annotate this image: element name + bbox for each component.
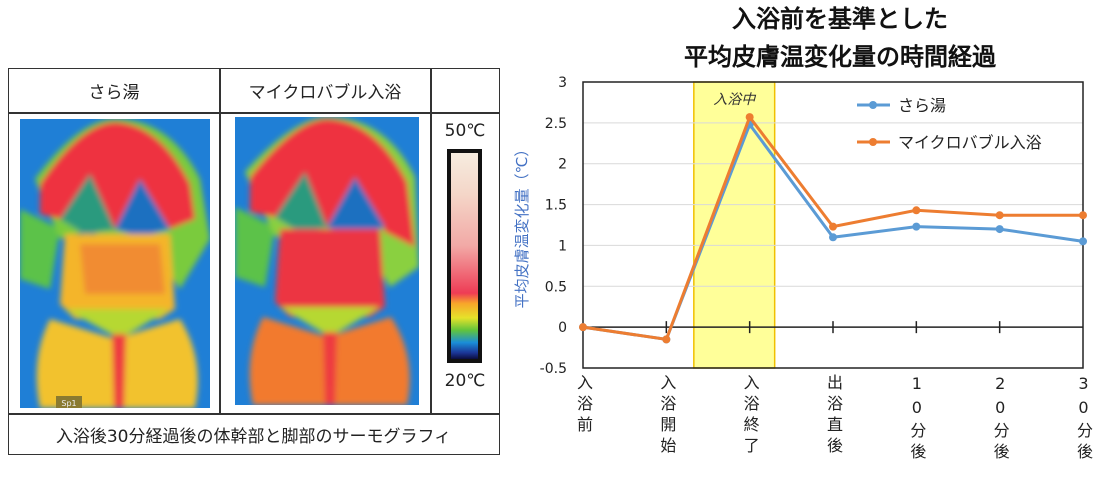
x-tick-label: 入浴前 xyxy=(574,374,593,437)
row-divider xyxy=(9,112,499,114)
data-point xyxy=(1079,237,1087,246)
spot-label: Sp1 xyxy=(61,399,76,408)
column-divider xyxy=(219,69,221,414)
y-tick-label: 2.5 xyxy=(545,116,567,132)
data-point xyxy=(1079,211,1087,220)
col-header-sarayu: さら湯 xyxy=(88,83,140,103)
thermal-image-sarayu: Sp1 xyxy=(20,119,210,408)
bathing-period-highlight xyxy=(693,81,776,369)
y-axis-label: 平均皮膚温変化量（℃） xyxy=(513,142,531,309)
x-tick-label: 10分後 xyxy=(907,374,927,464)
column-divider xyxy=(430,69,432,414)
legend-label: マイクロバブル入浴 xyxy=(898,133,1042,152)
legend-marker xyxy=(869,101,877,109)
row-divider xyxy=(9,413,499,415)
bathing-period-label: 入浴中 xyxy=(713,92,756,108)
x-tick-label: 30分後 xyxy=(1074,374,1093,464)
y-tick-label: 2 xyxy=(558,157,567,173)
thermal-image-microbubble xyxy=(235,117,419,405)
y-tick-label: 1 xyxy=(558,238,567,254)
data-point xyxy=(995,225,1004,234)
plot-frame xyxy=(582,81,1084,369)
series-line xyxy=(582,121,1084,342)
scale-max-label: 50℃ xyxy=(444,121,486,141)
data-point xyxy=(745,113,754,122)
thermography-panel: さら湯 マイクロバブル入浴 Sp1 xyxy=(8,68,500,455)
data-point xyxy=(829,233,837,242)
chart-title-line: 平均皮膚温変化量の時間経過 xyxy=(684,43,997,71)
color-scale-bar xyxy=(447,149,482,363)
scale-min-label: 20℃ xyxy=(444,371,486,391)
data-point xyxy=(995,211,1004,220)
data-point xyxy=(829,222,837,231)
y-tick-label: 0 xyxy=(558,320,567,336)
spot-marker xyxy=(56,396,82,408)
data-point xyxy=(579,323,587,332)
caption: 入浴後30分経過後の体幹部と脚部のサーモグラフィ xyxy=(55,426,452,447)
y-tick-label: 1.5 xyxy=(545,198,567,214)
y-tick-label: 3 xyxy=(558,75,567,91)
y-tick-label: 0.5 xyxy=(545,279,567,295)
x-tick-label: 出浴直後 xyxy=(824,374,843,458)
col-header-microbubble: マイクロバブル入浴 xyxy=(248,83,402,103)
data-point xyxy=(912,206,921,215)
y-tick-label: -0.5 xyxy=(540,361,567,377)
legend-label: さら湯 xyxy=(898,96,946,115)
data-point xyxy=(662,335,671,344)
data-point xyxy=(912,222,921,231)
x-tick-label: 20分後 xyxy=(990,374,1010,464)
x-tick-label: 入浴終了 xyxy=(740,374,760,458)
legend-marker xyxy=(869,138,877,146)
chart-title-line: 入浴前を基準とした xyxy=(732,5,948,33)
x-tick-label: 入浴開始 xyxy=(657,374,677,458)
